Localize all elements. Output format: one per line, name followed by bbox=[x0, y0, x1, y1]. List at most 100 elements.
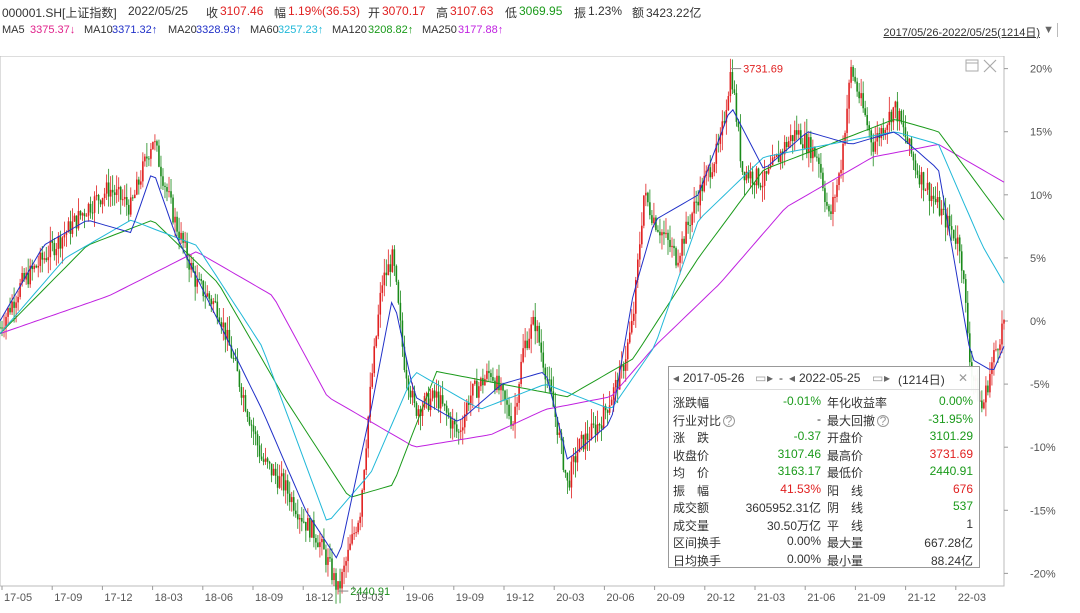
candle-body bbox=[691, 213, 693, 226]
candle-body bbox=[284, 480, 287, 491]
ma20-value: 3328.93↑ bbox=[196, 24, 242, 36]
candle-body bbox=[634, 279, 637, 314]
triangle-down-icon[interactable]: ▼ bbox=[1043, 24, 1054, 36]
high-label: 3731.69 bbox=[743, 64, 783, 76]
candle-body bbox=[520, 361, 522, 385]
candle-body bbox=[804, 133, 806, 149]
candle-body bbox=[146, 156, 148, 159]
stats-row: 均 价 3163.17 最低价 2440.91 bbox=[669, 464, 979, 481]
stat-label: 区间换手 bbox=[673, 536, 722, 550]
candle-body bbox=[727, 96, 730, 111]
candle-body bbox=[248, 416, 251, 425]
candle-body bbox=[397, 281, 400, 303]
stats-row: 涨跌幅 -0.01% 年化收益率 0.00% bbox=[669, 394, 979, 411]
ma5-value: 3375.37↓ bbox=[30, 24, 76, 36]
candle-body bbox=[329, 557, 331, 559]
candle-body bbox=[290, 497, 293, 503]
candle-body bbox=[61, 237, 64, 249]
candle-body bbox=[713, 163, 716, 173]
candle-body bbox=[389, 264, 392, 272]
next-end-icon[interactable]: ▸ bbox=[884, 371, 891, 385]
candle-body bbox=[950, 226, 953, 230]
close-icon[interactable]: ✕ bbox=[958, 371, 969, 385]
help-icon[interactable]: ? bbox=[877, 415, 890, 428]
calendar-icon[interactable]: ▭ bbox=[872, 371, 884, 385]
candle-body bbox=[115, 189, 118, 196]
stats-row: 涨 跌 -0.37 开盘价 3101.29 bbox=[669, 429, 979, 446]
candle-body bbox=[347, 549, 349, 562]
close-icon[interactable] bbox=[983, 59, 997, 73]
next-start-icon[interactable]: ▸ bbox=[767, 371, 774, 385]
candle-body bbox=[942, 208, 945, 210]
candle-body bbox=[683, 238, 685, 244]
candle-body bbox=[465, 402, 468, 415]
maximize-icon[interactable] bbox=[965, 59, 979, 72]
quote-date: 2022/05/25 bbox=[128, 4, 189, 18]
candle-body bbox=[353, 533, 355, 535]
candle-body bbox=[351, 534, 353, 544]
candle-body bbox=[630, 320, 633, 333]
candle-body bbox=[763, 171, 766, 186]
interval-stats-popup: ◂ 2017-05-26 ▭ ▸ - ◂ 2022-05-25 ▭ ▸ (121… bbox=[668, 366, 980, 568]
candle-body bbox=[981, 400, 983, 409]
candle-body bbox=[731, 72, 734, 90]
candle-body bbox=[840, 169, 842, 174]
candle-body bbox=[387, 264, 390, 276]
help-icon[interactable]: ? bbox=[723, 415, 736, 428]
candle-body bbox=[580, 434, 583, 439]
candle-body bbox=[331, 558, 333, 581]
candle-body bbox=[75, 215, 78, 229]
candle-body bbox=[608, 405, 611, 413]
candle-body bbox=[325, 549, 327, 565]
candle-body bbox=[572, 456, 575, 462]
candle-body bbox=[886, 125, 889, 130]
candle-body bbox=[723, 121, 726, 123]
candle-body bbox=[866, 115, 868, 126]
change-label: 幅 bbox=[274, 6, 287, 20]
date-range-link[interactable]: 2017/05/26-2022/05/25(1214日) bbox=[883, 27, 1040, 39]
candle-body bbox=[689, 225, 691, 227]
candle-body bbox=[522, 348, 524, 362]
candle-body bbox=[0, 327, 1, 329]
prev-start-icon[interactable]: ◂ bbox=[673, 371, 680, 385]
stat-label: 阴 线 bbox=[827, 501, 864, 515]
calendar-icon[interactable]: ▭ bbox=[755, 371, 767, 385]
candle-body bbox=[618, 367, 621, 390]
candle-body bbox=[89, 203, 92, 213]
candle-body bbox=[508, 404, 510, 417]
candle-body bbox=[411, 390, 414, 398]
candle-body bbox=[85, 215, 88, 217]
candle-body bbox=[530, 324, 532, 339]
candle-body bbox=[447, 412, 450, 417]
end-date[interactable]: 2022-05-25 bbox=[799, 371, 861, 385]
candle-body bbox=[17, 296, 19, 303]
candle-body bbox=[294, 510, 297, 515]
candle-body bbox=[313, 520, 315, 539]
popup-header: ◂ 2017-05-26 ▭ ▸ - ◂ 2022-05-25 ▭ ▸ (121… bbox=[669, 367, 979, 390]
candle-body bbox=[451, 420, 454, 429]
ma60-value: 3257.23↑ bbox=[278, 24, 324, 36]
candle-body bbox=[709, 167, 712, 178]
candle-body bbox=[749, 171, 752, 179]
candle-body bbox=[437, 391, 440, 409]
candle-body bbox=[178, 231, 180, 240]
x-tick-label: 17-12 bbox=[104, 592, 132, 604]
y-tick-label: -5% bbox=[1030, 379, 1050, 391]
candle-body bbox=[602, 405, 605, 429]
candle-body bbox=[403, 346, 406, 370]
candle-body bbox=[898, 110, 901, 122]
candle-body bbox=[797, 130, 800, 135]
candle-body bbox=[168, 191, 170, 193]
candle-body bbox=[335, 573, 337, 590]
candle-body bbox=[500, 384, 502, 391]
candle-body bbox=[240, 386, 243, 398]
candle-body bbox=[357, 522, 359, 533]
start-date[interactable]: 2017-05-26 bbox=[683, 371, 745, 385]
ma120-value: 3208.82↑ bbox=[368, 24, 414, 36]
candle-body bbox=[675, 248, 677, 266]
stat-value: 0.00% bbox=[938, 394, 973, 408]
candle-body bbox=[862, 93, 864, 109]
stat-label: 日均换手 bbox=[673, 553, 722, 568]
prev-end-icon[interactable]: ◂ bbox=[789, 371, 796, 385]
candle-body bbox=[578, 438, 581, 452]
